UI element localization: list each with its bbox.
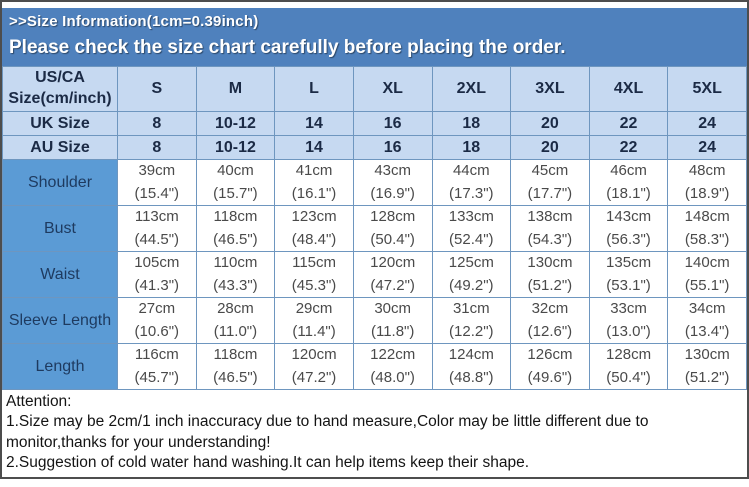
size-column-header-m: M — [195, 66, 276, 112]
bust-cell: 118cm (46.5") — [195, 205, 276, 252]
bust-cell: 128cm (50.4") — [352, 205, 433, 252]
size-header-row: US/CA Size(cm/inch) S M L XL 2XL 3XL 4XL… — [2, 66, 747, 112]
sleeve-length-row: Sleeve Length 27cm (10.6") 28cm (11.0") … — [2, 297, 747, 344]
bust-cell: 113cm (44.5") — [117, 205, 197, 252]
uk-size-cell: 24 — [667, 111, 747, 136]
row-label-waist: Waist — [2, 251, 118, 298]
au-size-cell: 16 — [352, 135, 433, 160]
row-label-uk-size: UK Size — [2, 111, 118, 136]
waist-cell: 140cm (55.1") — [667, 251, 747, 298]
banner-title: >>Size Information(1cm=0.39inch) — [9, 13, 259, 30]
shoulder-cell: 44cm (17.3") — [431, 159, 512, 206]
row-label-shoulder: Shoulder — [2, 159, 118, 206]
au-size-cell: 10-12 — [195, 135, 276, 160]
uk-size-cell: 22 — [588, 111, 669, 136]
au-size-cell: 24 — [667, 135, 747, 160]
attention-note-2: 2.Suggestion of cold water hand washing.… — [6, 454, 530, 472]
bust-cell: 123cm (48.4") — [274, 205, 354, 252]
length-cell: 116cm (45.7") — [117, 343, 197, 390]
sleeve-length-cell: 31cm (12.2") — [431, 297, 512, 344]
uk-size-cell: 10-12 — [195, 111, 276, 136]
row-label-length: Length — [2, 343, 118, 390]
waist-cell: 110cm (43.3") — [195, 251, 276, 298]
attention-heading: Attention: — [6, 393, 72, 410]
waist-cell: 125cm (49.2") — [431, 251, 512, 298]
au-size-row: AU Size 8 10-12 14 16 18 20 22 24 — [2, 135, 747, 160]
bust-cell: 148cm (58.3") — [667, 205, 747, 252]
waist-row: Waist 105cm (41.3") 110cm (43.3") 115cm … — [2, 251, 747, 298]
au-size-cell: 14 — [274, 135, 354, 160]
uk-size-cell: 8 — [117, 111, 197, 136]
size-chart-table: US/CA Size(cm/inch) S M L XL 2XL 3XL 4XL… — [2, 66, 747, 390]
shoulder-cell: 45cm (17.7") — [510, 159, 590, 206]
sleeve-length-cell: 34cm (13.4") — [667, 297, 747, 344]
shoulder-row: Shoulder 39cm (15.4") 40cm (15.7") 41cm … — [2, 159, 747, 206]
waist-cell: 135cm (53.1") — [588, 251, 669, 298]
shoulder-cell: 40cm (15.7") — [195, 159, 276, 206]
info-banner: >>Size Information(1cm=0.39inch) Please … — [2, 8, 747, 66]
length-cell: 118cm (46.5") — [195, 343, 276, 390]
size-column-header-5xl: 5XL — [667, 66, 747, 112]
size-column-header-s: S — [117, 66, 197, 112]
waist-cell: 105cm (41.3") — [117, 251, 197, 298]
length-cell: 130cm (51.2") — [667, 343, 747, 390]
waist-cell: 130cm (51.2") — [510, 251, 590, 298]
size-column-header-4xl: 4XL — [588, 66, 669, 112]
uk-size-cell: 20 — [510, 111, 590, 136]
bust-row: Bust 113cm (44.5") 118cm (46.5") 123cm (… — [2, 205, 747, 252]
attention-note-1: 1.Size may be 2cm/1 inch inaccuracy due … — [6, 413, 649, 451]
au-size-cell: 20 — [510, 135, 590, 160]
row-label-sleeve-length: Sleeve Length — [2, 297, 118, 344]
uk-size-row: UK Size 8 10-12 14 16 18 20 22 24 — [2, 111, 747, 136]
banner-subtitle: Please check the size chart carefully be… — [9, 37, 566, 58]
shoulder-cell: 39cm (15.4") — [117, 159, 197, 206]
row-label-bust: Bust — [2, 205, 118, 252]
bust-cell: 143cm (56.3") — [588, 205, 669, 252]
bust-cell: 138cm (54.3") — [510, 205, 590, 252]
waist-cell: 115cm (45.3") — [274, 251, 354, 298]
au-size-cell: 18 — [431, 135, 512, 160]
waist-cell: 120cm (47.2") — [352, 251, 433, 298]
sleeve-length-cell: 29cm (11.4") — [274, 297, 354, 344]
length-cell: 120cm (47.2") — [274, 343, 354, 390]
length-row: Length 116cm (45.7") 118cm (46.5") 120cm… — [2, 343, 747, 390]
sleeve-length-cell: 27cm (10.6") — [117, 297, 197, 344]
au-size-cell: 22 — [588, 135, 669, 160]
shoulder-cell: 41cm (16.1") — [274, 159, 354, 206]
shoulder-cell: 46cm (18.1") — [588, 159, 669, 206]
sleeve-length-cell: 30cm (11.8") — [352, 297, 433, 344]
length-cell: 128cm (50.4") — [588, 343, 669, 390]
size-column-header-l: L — [274, 66, 354, 112]
uk-size-cell: 18 — [431, 111, 512, 136]
length-cell: 126cm (49.6") — [510, 343, 590, 390]
shoulder-cell: 48cm (18.9") — [667, 159, 747, 206]
uk-size-cell: 16 — [352, 111, 433, 136]
sleeve-length-cell: 32cm (12.6") — [510, 297, 590, 344]
length-cell: 124cm (48.8") — [431, 343, 512, 390]
sleeve-length-cell: 28cm (11.0") — [195, 297, 276, 344]
size-column-header-xl: XL — [352, 66, 433, 112]
header-label-us-ca: US/CA Size(cm/inch) — [2, 66, 118, 112]
attention-section: Attention: 1.Size may be 2cm/1 inch inac… — [2, 390, 747, 474]
size-column-header-3xl: 3XL — [510, 66, 590, 112]
au-size-cell: 8 — [117, 135, 197, 160]
bust-cell: 133cm (52.4") — [431, 205, 512, 252]
uk-size-cell: 14 — [274, 111, 354, 136]
sleeve-length-cell: 33cm (13.0") — [588, 297, 669, 344]
row-label-au-size: AU Size — [2, 135, 118, 160]
length-cell: 122cm (48.0") — [352, 343, 433, 390]
shoulder-cell: 43cm (16.9") — [352, 159, 433, 206]
size-column-header-2xl: 2XL — [431, 66, 512, 112]
